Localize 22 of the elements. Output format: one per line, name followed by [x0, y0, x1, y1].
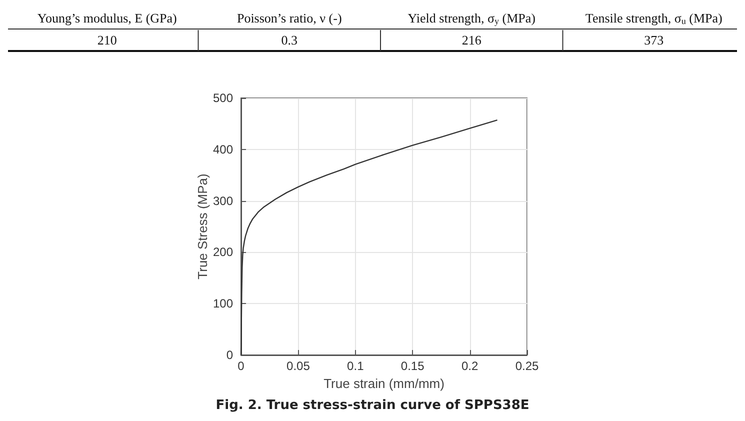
text: Young’s modulus, E (GPa)	[37, 10, 177, 26]
y-tick-label: 400	[212, 142, 234, 156]
y-tick-label: 200	[212, 245, 234, 260]
x-tick-label: 0.05	[286, 359, 310, 373]
text: 210	[97, 32, 117, 48]
y-tick-label: 100	[212, 296, 234, 311]
x-tick-label: 0.15	[400, 359, 425, 373]
x-tick-label: 0	[238, 359, 245, 373]
y-tick-label: 500	[212, 91, 234, 105]
text: Poisson’s ratio, ν (-)	[236, 10, 342, 26]
x-tick-label: 0.1	[347, 359, 364, 373]
text: 216	[462, 32, 482, 48]
y-axis-title: True Stress (MPa)	[195, 174, 210, 280]
y-tick-label: 300	[212, 194, 234, 208]
line-series	[240, 120, 498, 356]
text: 0.3	[281, 32, 298, 48]
text: Fig. 2. True stress-strain curve of SPPS38E	[216, 398, 530, 413]
y-tick-label: 0	[226, 348, 234, 362]
x-axis-title: True strain (mm/mm)	[324, 376, 444, 391]
x-tick-label: 0.2	[461, 359, 478, 373]
text: 373	[644, 32, 664, 48]
x-tick-label: 0.25	[515, 359, 539, 373]
